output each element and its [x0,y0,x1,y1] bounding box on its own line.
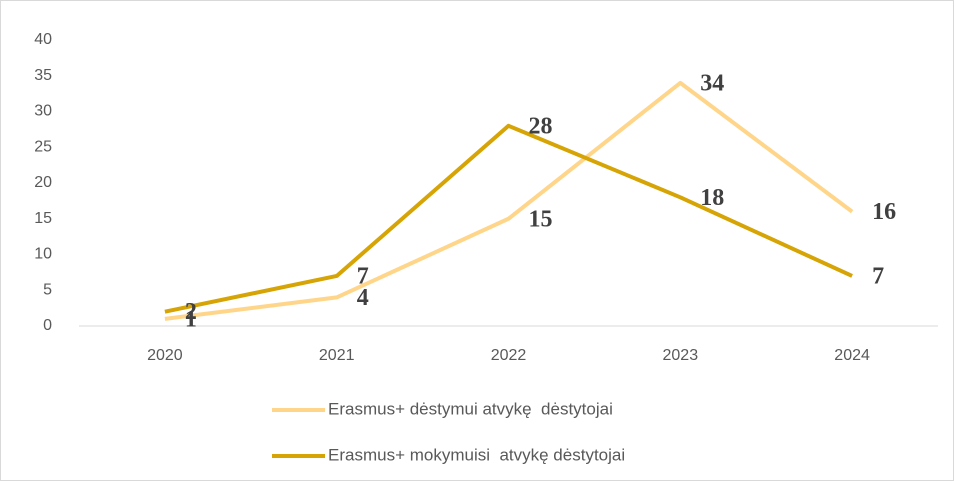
y-tick-label: 25 [34,138,52,155]
data-label: 7 [357,263,369,289]
data-label: 16 [872,199,896,225]
y-tick-label: 10 [34,246,52,263]
data-label: 18 [700,185,724,211]
y-tick-label: 20 [34,174,52,191]
series-line [164,80,854,321]
legend-label: Erasmus+ mokymuisi atvykę dėstytojai [328,445,625,464]
x-tick-label: 2021 [319,347,355,364]
x-tick-label: 2023 [663,347,699,364]
x-tick-label: 2024 [834,347,870,364]
data-label: 4 [357,285,369,311]
x-tick-label: 2020 [147,347,183,364]
data-label: 7 [872,263,884,289]
series-line [164,123,853,314]
y-tick-label: 0 [43,317,52,334]
legend-label: Erasmus+ dėstymui atvykę dėstytojai [328,399,613,418]
y-tick-label: 15 [34,210,52,227]
y-tick-label: 35 [34,67,52,84]
x-tick-label: 2022 [491,347,527,364]
data-label: 1 [185,306,197,332]
data-label: 28 [529,113,553,139]
y-tick-label: 5 [43,281,52,298]
data-label: 2 [185,299,197,325]
data-label: 15 [529,206,553,232]
y-tick-label: 40 [34,31,52,48]
y-tick-label: 30 [34,103,52,120]
data-label: 34 [700,70,724,96]
